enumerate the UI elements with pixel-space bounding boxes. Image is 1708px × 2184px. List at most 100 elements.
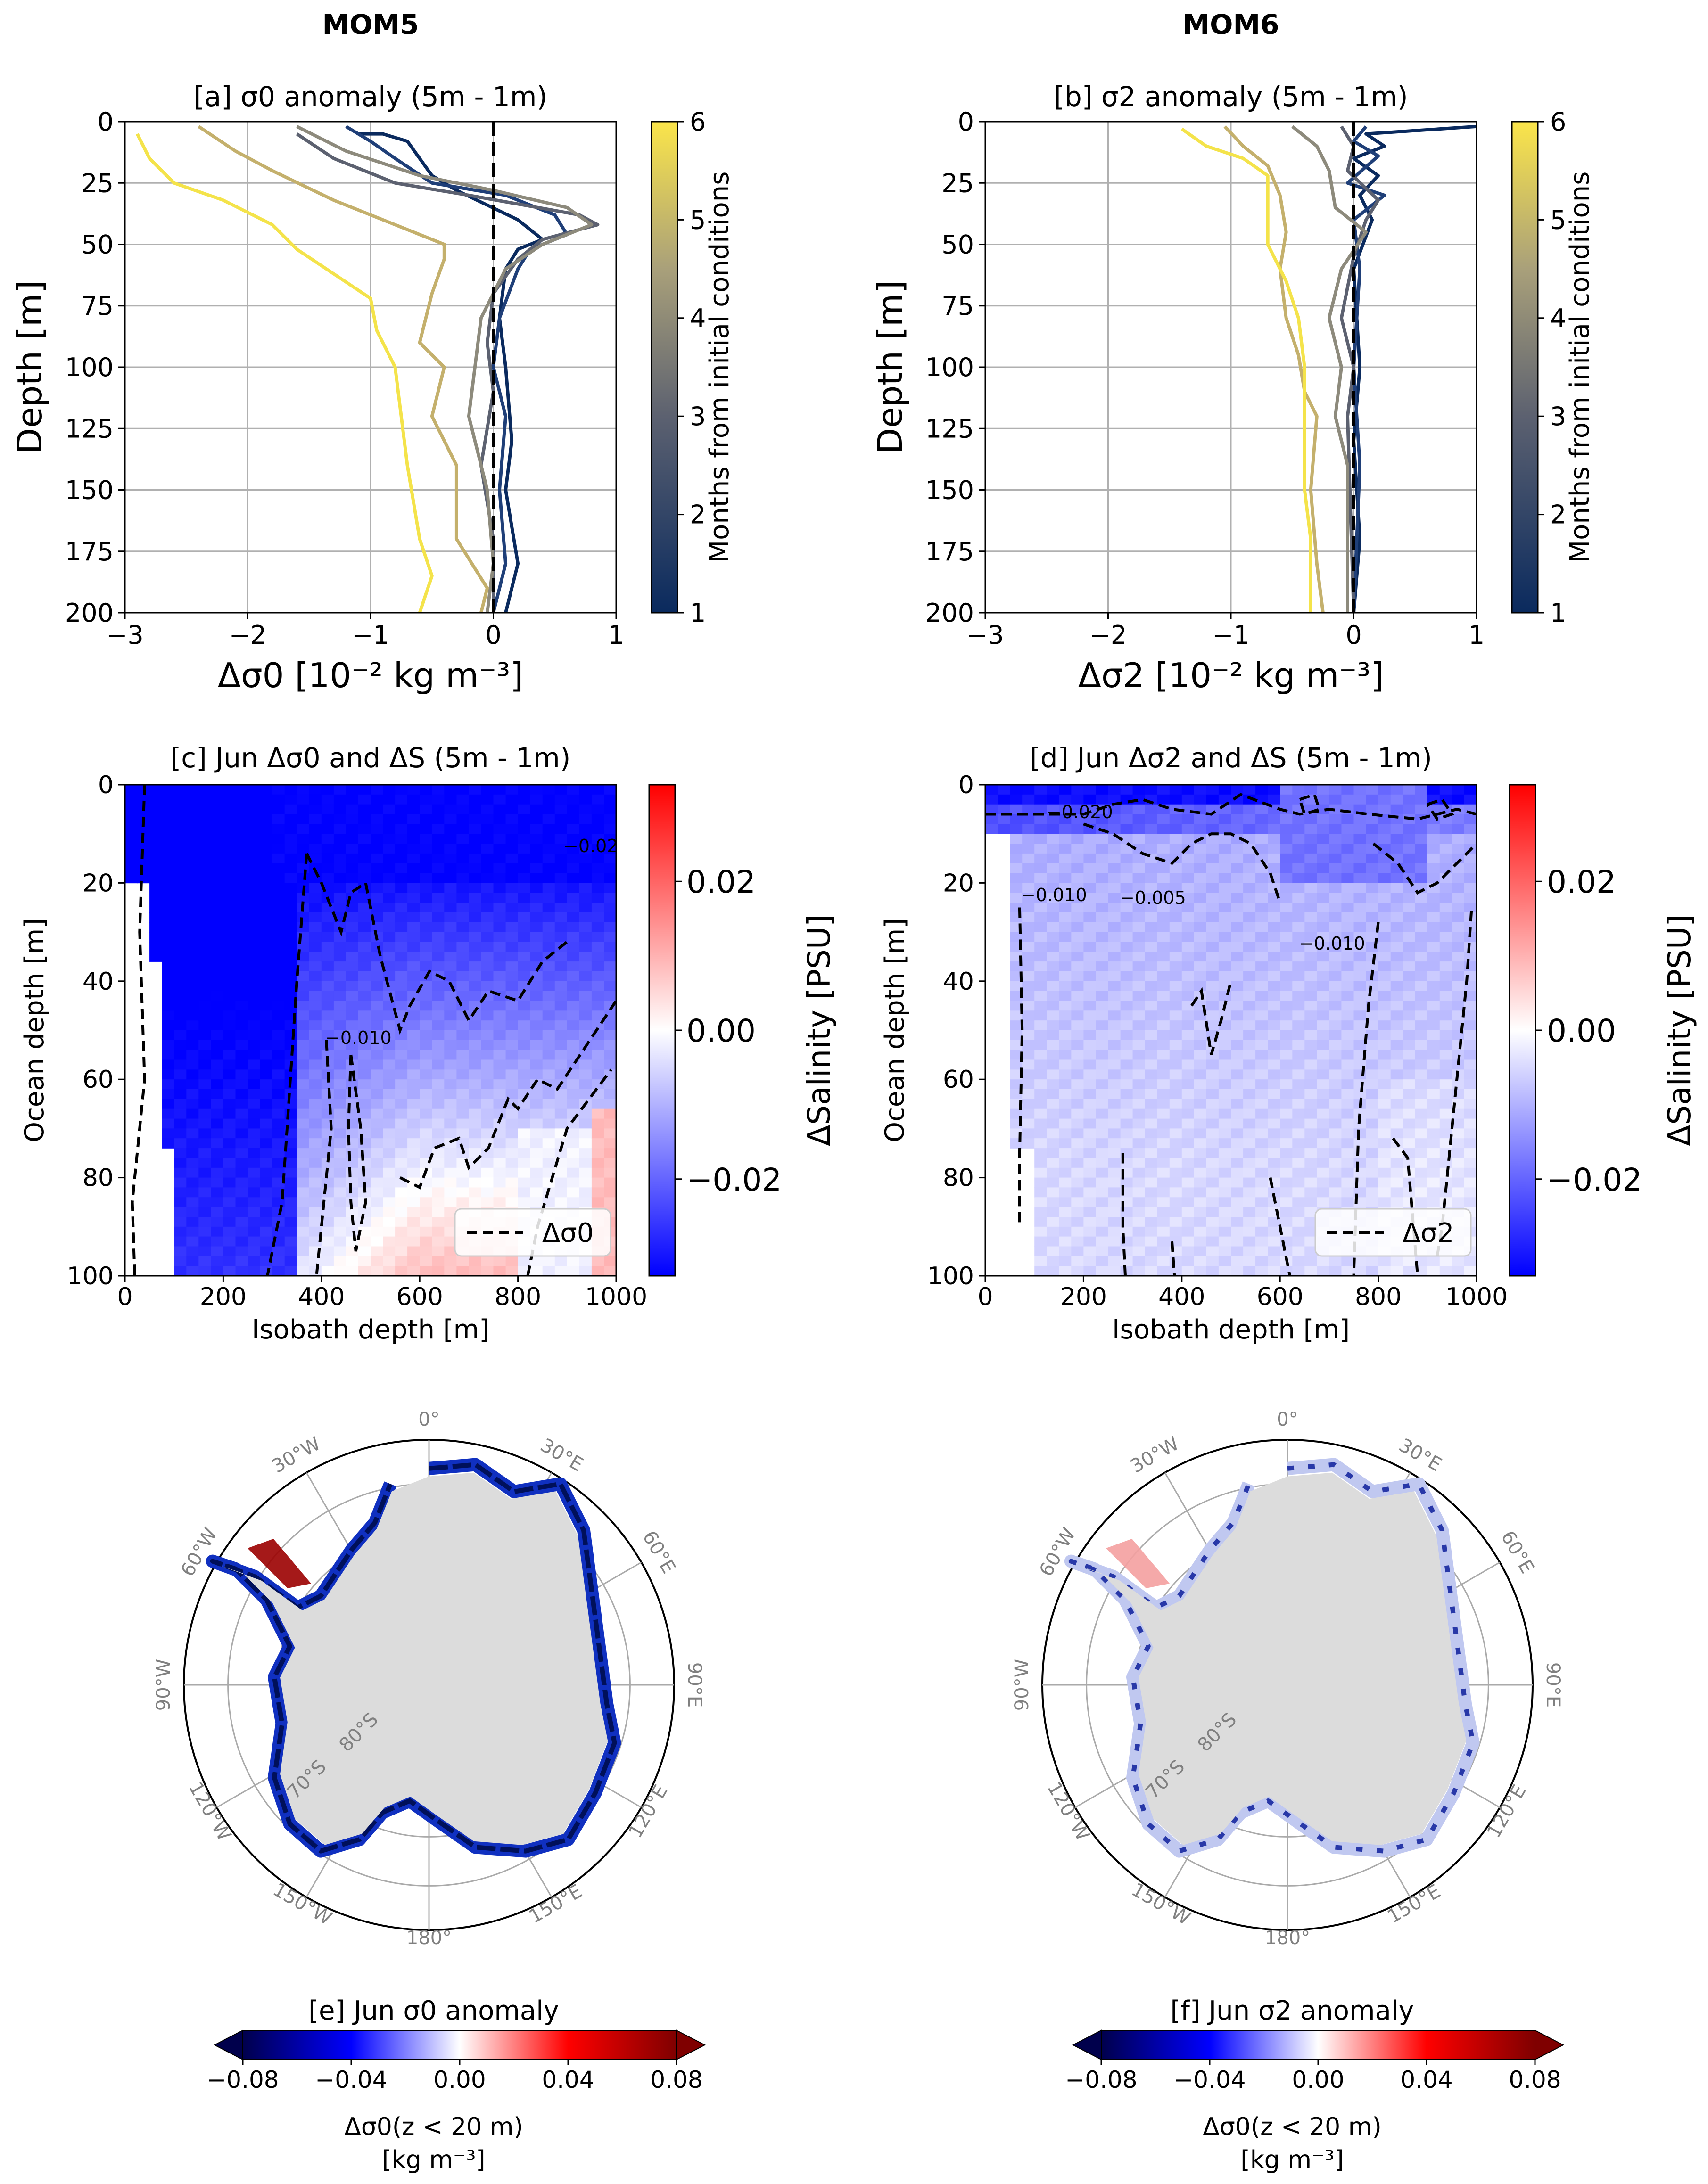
lon-label: 90°W [153, 1659, 174, 1711]
plot-frame-a [124, 121, 617, 614]
heatmap-cell [272, 922, 285, 933]
heatmap-cell [1304, 1001, 1318, 1011]
heatmap-cell [518, 1187, 531, 1198]
heatmap-cell [604, 1187, 616, 1198]
heatmap-cell [346, 952, 359, 962]
heatmap-cell [383, 834, 396, 844]
heatmap-cell [1255, 1108, 1268, 1119]
heatmap-cell [1083, 1138, 1097, 1149]
heatmap-cell [1157, 814, 1170, 825]
heatmap-cell [1169, 981, 1182, 992]
heatmap-cell [1108, 961, 1121, 972]
heatmap-cell [1452, 991, 1465, 1002]
heatmap-cell [505, 922, 519, 933]
heatmap-cell [1255, 1059, 1268, 1070]
heatmap-cell [432, 893, 445, 903]
heatmap-cell [1157, 785, 1170, 795]
heatmap-cell [542, 1050, 555, 1060]
heatmap-cell [444, 863, 457, 874]
heatmap-cell [1145, 1256, 1158, 1266]
heatmap-cell [1255, 1089, 1268, 1100]
heatmap-cell [481, 1099, 494, 1109]
heatmap-cell [1243, 903, 1256, 913]
heatmap-cell [1329, 1187, 1342, 1198]
heatmap-cell [432, 1118, 445, 1129]
heatmap-cell [186, 1256, 199, 1266]
heatmap-cell [1145, 1197, 1158, 1207]
heatmap-cell [493, 893, 506, 903]
heatmap-cell [371, 834, 383, 844]
heatmap-cell [371, 922, 383, 933]
heatmap-cell [371, 981, 383, 992]
heatmap-cell [1390, 785, 1403, 795]
heatmap-cell [1366, 1050, 1379, 1060]
heatmap-cell [1145, 1138, 1158, 1149]
heatmap-cell [1047, 844, 1060, 854]
heatmap-cell [554, 1010, 568, 1021]
heatmap-cell [1366, 1010, 1379, 1021]
heatmap-cell [149, 942, 162, 952]
heatmap-cell [985, 824, 998, 834]
heatmap-cell [333, 1099, 347, 1109]
heatmap-cell [1083, 883, 1097, 893]
heatmap-cell [1022, 912, 1035, 923]
heatmap-cell [554, 824, 568, 834]
heatmap-cell [1415, 893, 1428, 903]
heatmap-cell [248, 942, 261, 952]
heatmap-cell [1132, 942, 1146, 952]
heatmap-cell [1206, 1079, 1219, 1090]
heatmap-cell [1071, 1128, 1084, 1139]
heatmap-cell [518, 883, 531, 893]
heatmap-cell [383, 1020, 396, 1031]
heatmap-cell [1415, 922, 1428, 933]
heatmap-cell [1464, 1158, 1477, 1168]
heatmap-cell [395, 794, 408, 805]
heatmap-cell [505, 794, 519, 805]
heatmap-cell [1243, 1089, 1256, 1100]
heatmap-cell [1280, 834, 1293, 844]
heatmap-cell [1047, 873, 1060, 884]
heatmap-cell [371, 971, 383, 982]
heatmap-cell [1034, 1128, 1048, 1139]
heatmap-cell [1464, 794, 1477, 805]
heatmap-cell [260, 1108, 273, 1119]
contour-label-d-4: −0.010 [1299, 933, 1365, 954]
heatmap-cell [198, 1079, 212, 1090]
heatmap-cell [1083, 971, 1097, 982]
heatmap-cell [579, 1266, 592, 1276]
heatmap-cell [579, 971, 592, 982]
peninsula-anomaly-patch [1106, 1539, 1170, 1588]
heatmap-cell [1403, 1108, 1416, 1119]
heatmap-cell [1243, 873, 1256, 884]
tick-label-y: 75 [81, 291, 114, 321]
heatmap-cell [1366, 961, 1379, 972]
heatmap-cell [346, 1010, 359, 1021]
heatmap-cell [456, 952, 470, 962]
heatmap-cell [162, 922, 174, 933]
heatmap-cell [1403, 932, 1416, 943]
heatmap-cell [333, 1050, 347, 1060]
heatmap-cell [1366, 1266, 1379, 1276]
heatmap-cell [1304, 952, 1318, 962]
heatmap-cell [567, 903, 580, 913]
cbar-label-c: ΔSalinity [PSU] [801, 914, 837, 1146]
tick-label-y: 0 [958, 107, 974, 137]
heatmap-cell [1243, 922, 1256, 933]
heatmap-cell [1047, 1187, 1060, 1198]
heatmap-cell [1231, 1236, 1244, 1247]
heatmap-cell [1292, 1226, 1305, 1237]
heatmap-cell [211, 1167, 224, 1178]
heatmap-cell [284, 912, 297, 923]
heatmap-cell [1218, 1050, 1231, 1060]
heatmap-cell [1452, 1187, 1465, 1198]
heatmap-cell [1071, 873, 1084, 884]
heatmap-cell [456, 1059, 470, 1070]
heatmap-cell [579, 883, 592, 893]
heatmap-cell [272, 1167, 285, 1178]
heatmap-cell [1243, 863, 1256, 874]
heatmap-cell [420, 932, 433, 943]
heatmap-cell [1280, 903, 1293, 913]
heatmap-cell [333, 961, 347, 972]
heatmap-cell [371, 961, 383, 972]
heatmap-cell [1169, 961, 1182, 972]
